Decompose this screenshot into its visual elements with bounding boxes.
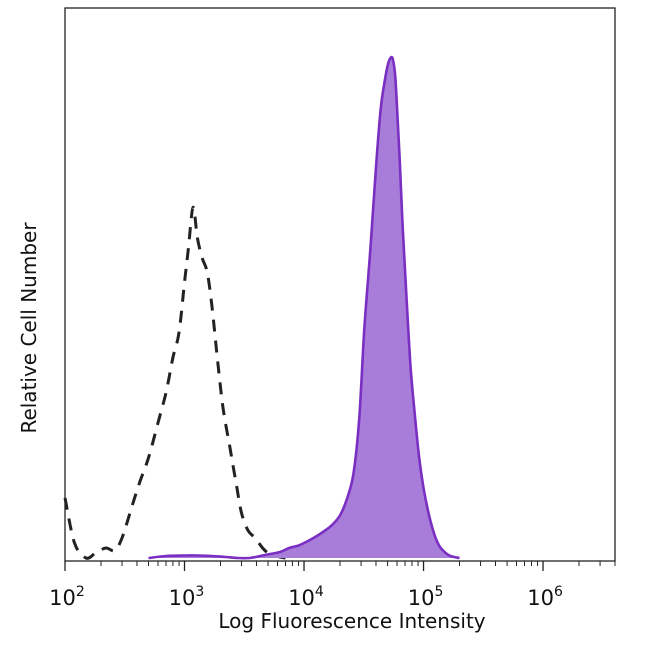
x-tick-exponent: 5 xyxy=(434,584,443,600)
x-axis-title: Log Fluorescence Intensity xyxy=(218,609,485,633)
x-tick-base: 10 xyxy=(288,586,315,610)
x-tick-exponent: 3 xyxy=(195,584,204,600)
y-axis-title: Relative Cell Number xyxy=(17,222,41,434)
stained-histogram-outline xyxy=(148,55,460,560)
x-tick-exponent: 4 xyxy=(315,584,324,600)
plot-frame xyxy=(64,7,616,562)
series-layer xyxy=(63,55,460,560)
x-axis: 102 103 104 105 106 xyxy=(49,561,616,610)
x-tick-label: 104 xyxy=(288,584,324,610)
x-tick-label: 105 xyxy=(408,584,444,610)
x-tick-base: 10 xyxy=(49,586,76,610)
x-tick-label: 102 xyxy=(49,584,85,610)
x-tick-base: 10 xyxy=(527,586,554,610)
control-histogram-dashed xyxy=(63,205,286,560)
x-tick-label: 103 xyxy=(169,584,205,610)
x-tick-base: 10 xyxy=(169,586,196,610)
stained-histogram-fill xyxy=(148,57,460,559)
x-tick-base: 10 xyxy=(408,586,435,610)
x-tick-label: 106 xyxy=(527,584,563,610)
x-tick-exponent: 6 xyxy=(554,584,563,600)
x-tick-exponent: 2 xyxy=(76,584,85,600)
